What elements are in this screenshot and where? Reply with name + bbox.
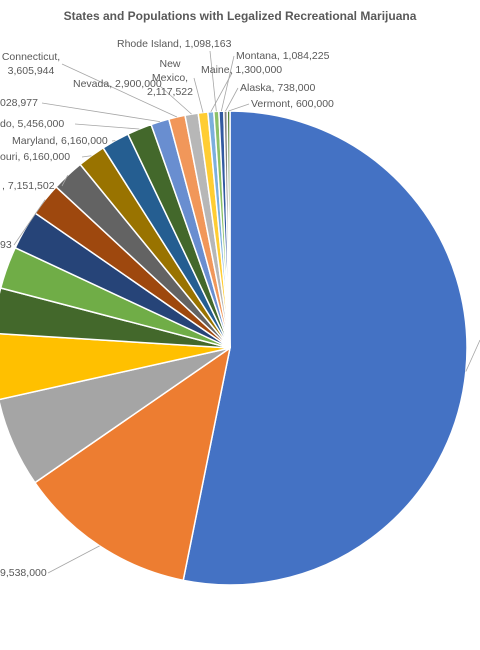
data-label: 93 (0, 239, 12, 251)
data-label: Maine, 1,300,000 (201, 64, 283, 76)
data-label: 028,977 (0, 97, 38, 109)
data-label: Vermont, 600,000 (251, 98, 334, 110)
data-label: Rhode Island, 1,098,163 (117, 38, 232, 50)
data-label: , 7,151,502 (2, 180, 55, 192)
data-label: ouri, 6,160,000 (0, 151, 71, 163)
data-label: New Mexico, 2,117,522 (147, 58, 193, 98)
chart-title: States and Populations with Legalized Re… (63, 9, 417, 23)
pie-slice (33, 346, 232, 582)
leader-line (225, 87, 239, 112)
data-label: 9,538,000 (0, 567, 47, 579)
data-label: Montana, 1,084,225 (236, 50, 330, 62)
leader-line (61, 175, 69, 187)
data-label: Maryland, 6,160,000 (12, 135, 108, 147)
data-label: Connecticut, 3,605,944 (1, 51, 61, 77)
pie-slice (0, 347, 231, 484)
leader-line (47, 545, 100, 574)
pie-slice (0, 333, 231, 401)
leader-line (209, 50, 217, 112)
leader-line (81, 155, 92, 158)
leader-line (220, 55, 235, 112)
leader-line (228, 103, 250, 112)
leader-line (61, 63, 178, 118)
leader-line (159, 85, 192, 115)
leader-line (465, 339, 480, 372)
data-label: Alaska, 738,000 (240, 82, 316, 94)
data-label: do, 5,456,000 (0, 118, 65, 130)
leader-line (74, 123, 140, 130)
leader-line (13, 199, 46, 246)
leader-line (193, 77, 204, 113)
leader-line (41, 102, 160, 122)
data-label: Nevada, 2,900,000 (73, 78, 162, 90)
